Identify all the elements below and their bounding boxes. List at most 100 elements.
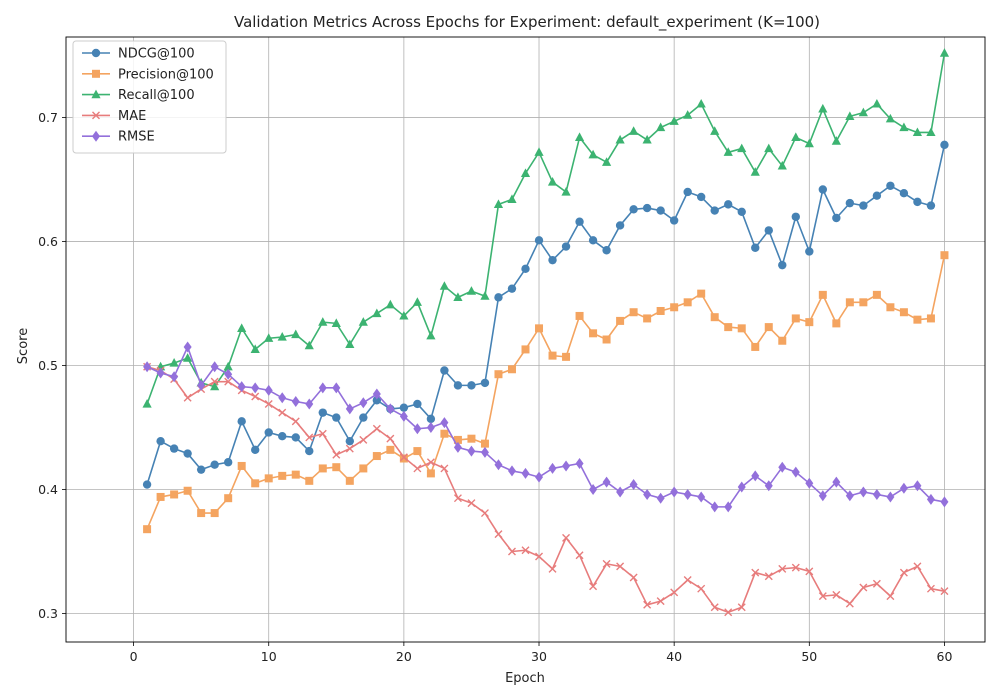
data-point-recall-100 xyxy=(520,168,531,177)
data-point-mae xyxy=(413,464,422,473)
data-point-rmse xyxy=(832,476,841,488)
data-point-rmse xyxy=(480,446,489,458)
data-point-rmse xyxy=(345,403,354,415)
data-point-rmse xyxy=(426,422,435,434)
data-point-ndcg-100 xyxy=(210,460,219,469)
data-point-recall-100 xyxy=(939,48,950,57)
data-point-rmse xyxy=(683,488,692,500)
data-point-rmse xyxy=(453,441,462,453)
data-point-mae xyxy=(832,590,841,599)
data-point-rmse xyxy=(602,476,611,488)
data-point-precision-100 xyxy=(251,479,260,488)
data-point-recall-100 xyxy=(439,281,450,290)
data-point-recall-100 xyxy=(561,186,571,196)
legend-item-recall-100: Recall@100 xyxy=(82,88,195,103)
data-point-mae xyxy=(751,568,760,577)
legend-box xyxy=(72,40,227,154)
data-point-precision-100 xyxy=(845,298,854,307)
data-point-recall-100 xyxy=(331,318,341,327)
data-point-precision-100 xyxy=(453,435,462,444)
data-point-rmse xyxy=(575,457,584,469)
legend-label: RMSE xyxy=(118,130,155,145)
data-point-precision-100 xyxy=(940,251,949,260)
data-point-recall-100 xyxy=(669,116,679,125)
data-point-rmse xyxy=(913,480,922,492)
data-point-precision-100 xyxy=(440,429,449,438)
data-point-mae xyxy=(926,584,935,593)
data-point-rmse xyxy=(332,382,341,394)
data-point-precision-100 xyxy=(629,308,638,317)
data-point-precision-100 xyxy=(521,345,530,354)
data-point-recall-100 xyxy=(737,143,747,153)
chart-title: Validation Metrics Across Epochs for Exp… xyxy=(234,13,820,32)
data-point-mae xyxy=(629,573,638,582)
data-point-rmse xyxy=(751,470,760,482)
data-point-ndcg-100 xyxy=(940,140,949,150)
data-point-rmse xyxy=(724,501,733,513)
data-point-ndcg-100 xyxy=(372,396,382,405)
data-point-mae xyxy=(805,567,814,576)
data-point-ndcg-100 xyxy=(751,243,760,252)
plot-area-frame xyxy=(65,36,986,643)
legend-swatch-marker xyxy=(92,111,100,120)
data-point-precision-100 xyxy=(616,316,625,325)
data-point-rmse xyxy=(291,395,300,407)
data-point-recall-100 xyxy=(480,291,490,300)
data-point-precision-100 xyxy=(805,318,814,327)
data-point-precision-100 xyxy=(480,439,489,448)
data-point-mae xyxy=(913,562,922,571)
data-point-mae xyxy=(818,592,827,601)
data-point-mae xyxy=(697,584,706,593)
data-point-precision-100 xyxy=(494,370,503,379)
data-point-recall-100 xyxy=(642,134,652,144)
data-point-precision-100 xyxy=(170,490,179,499)
data-point-ndcg-100 xyxy=(507,284,517,293)
data-point-ndcg-100 xyxy=(278,432,287,441)
data-point-rmse xyxy=(670,486,679,498)
data-point-recall-100 xyxy=(885,113,895,123)
data-point-recall-100 xyxy=(818,103,828,113)
legend-label: MAE xyxy=(118,109,146,124)
data-point-ndcg-100 xyxy=(778,260,787,270)
data-point-rmse xyxy=(278,392,287,404)
data-point-rmse xyxy=(413,423,422,435)
data-point-precision-100 xyxy=(818,290,827,299)
data-point-rmse xyxy=(872,488,881,500)
data-point-precision-100 xyxy=(156,492,165,501)
data-point-ndcg-100 xyxy=(399,403,409,412)
data-point-ndcg-100 xyxy=(602,246,611,255)
data-point-rmse xyxy=(778,461,787,473)
data-point-mae xyxy=(872,579,881,588)
data-point-ndcg-100 xyxy=(805,247,814,256)
data-point-mae xyxy=(791,563,800,572)
data-point-rmse xyxy=(359,397,368,409)
data-point-ndcg-100 xyxy=(318,408,327,417)
data-point-mae xyxy=(589,582,598,591)
data-point-precision-100 xyxy=(237,461,246,470)
data-point-ndcg-100 xyxy=(237,417,246,426)
data-point-recall-100 xyxy=(358,317,368,326)
legend-item-precision-100: Precision@100 xyxy=(82,67,214,82)
data-point-precision-100 xyxy=(859,298,868,307)
data-point-precision-100 xyxy=(183,486,192,495)
data-point-recall-100 xyxy=(588,149,598,159)
data-point-rmse xyxy=(629,479,638,491)
data-point-mae xyxy=(643,600,652,609)
data-point-precision-100 xyxy=(332,463,341,472)
data-point-recall-100 xyxy=(169,358,179,367)
data-point-recall-100 xyxy=(547,177,558,186)
data-point-mae xyxy=(440,464,449,473)
data-point-rmse xyxy=(386,403,395,415)
data-point-ndcg-100 xyxy=(791,212,800,221)
data-point-recall-100 xyxy=(183,353,193,362)
data-point-ndcg-100 xyxy=(264,428,273,437)
data-point-recall-100 xyxy=(926,127,936,137)
legend-swatch-marker xyxy=(92,69,100,78)
data-point-ndcg-100 xyxy=(305,446,314,456)
legend: NDCG@100 Precision@100 Recall@100 MAE RMSE xyxy=(72,40,227,154)
data-point-recall-100 xyxy=(791,132,801,142)
data-point-precision-100 xyxy=(507,365,516,374)
data-point-mae xyxy=(426,458,435,467)
data-point-rmse xyxy=(521,467,530,479)
